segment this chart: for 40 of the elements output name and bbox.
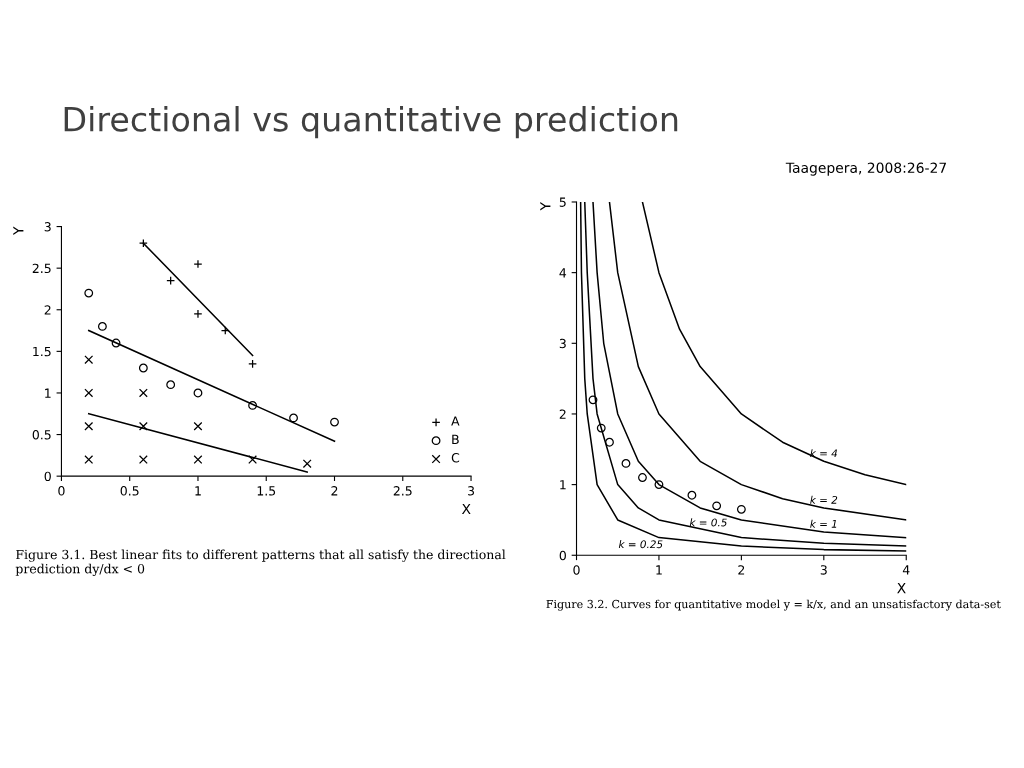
x-tick-label: 2.5 [393,486,412,496]
text: Taagepera, 2008:26-27 [785,162,947,176]
y-tick-label: 1.5 [33,347,51,357]
y-tick-label: 2.5 [32,263,51,274]
x-tick-label: 4 [902,565,910,575]
x-tick-label: 0 [58,486,65,496]
y-tick-label: 0.5 [32,430,51,440]
series-label: k = 4 [810,449,838,458]
x-tick-label: 0.5 [120,486,139,496]
y-tick-label: 5 [559,197,566,207]
x-tick-label: 3 [820,565,827,575]
y-tick-label: 0 [44,471,51,482]
x-tick-label: 0 [573,565,580,575]
legend-label: C [451,453,460,463]
series-label: k = 0.5 [689,518,727,527]
y-tick-label: 3 [44,222,51,232]
x-axis-title: X [461,503,471,515]
x-tick-label: 2 [331,486,338,496]
caption: Figure 3.1. Best linear fits to different patterns that all satisfy the directional prediction dy/dx < 0 [15,549,506,576]
legend-label: A [451,416,460,426]
x-tick-label: 1.5 [257,486,276,496]
series-label: k = 2 [810,495,838,504]
y-axis-title: Y [13,226,24,236]
y-tick-label: 4 [559,268,567,278]
y-tick-label: 0 [559,550,566,561]
y-axis-title: Y [540,201,551,211]
y-tick-label: 2 [559,409,566,419]
y-tick-label: 3 [559,338,566,349]
caption: Figure 3.2. Curves for quantitative model y = k/x, and an unsatisfactory data-set [546,599,1001,611]
series-label: k = 1 [810,519,837,528]
x-axis-title: X [897,583,906,594]
x-tick-label: 1 [656,565,662,575]
y-tick-label: 1 [45,388,51,398]
x-tick-label: 2 [738,565,745,575]
x-tick-label: 3 [468,486,475,496]
chart-title: Directional vs quantitative prediction [64,105,678,139]
series-label: k = 0.25 [618,540,663,549]
y-tick-label: 2 [44,305,51,315]
x-tick-label: 1 [195,486,201,496]
legend-label: B [452,434,459,444]
